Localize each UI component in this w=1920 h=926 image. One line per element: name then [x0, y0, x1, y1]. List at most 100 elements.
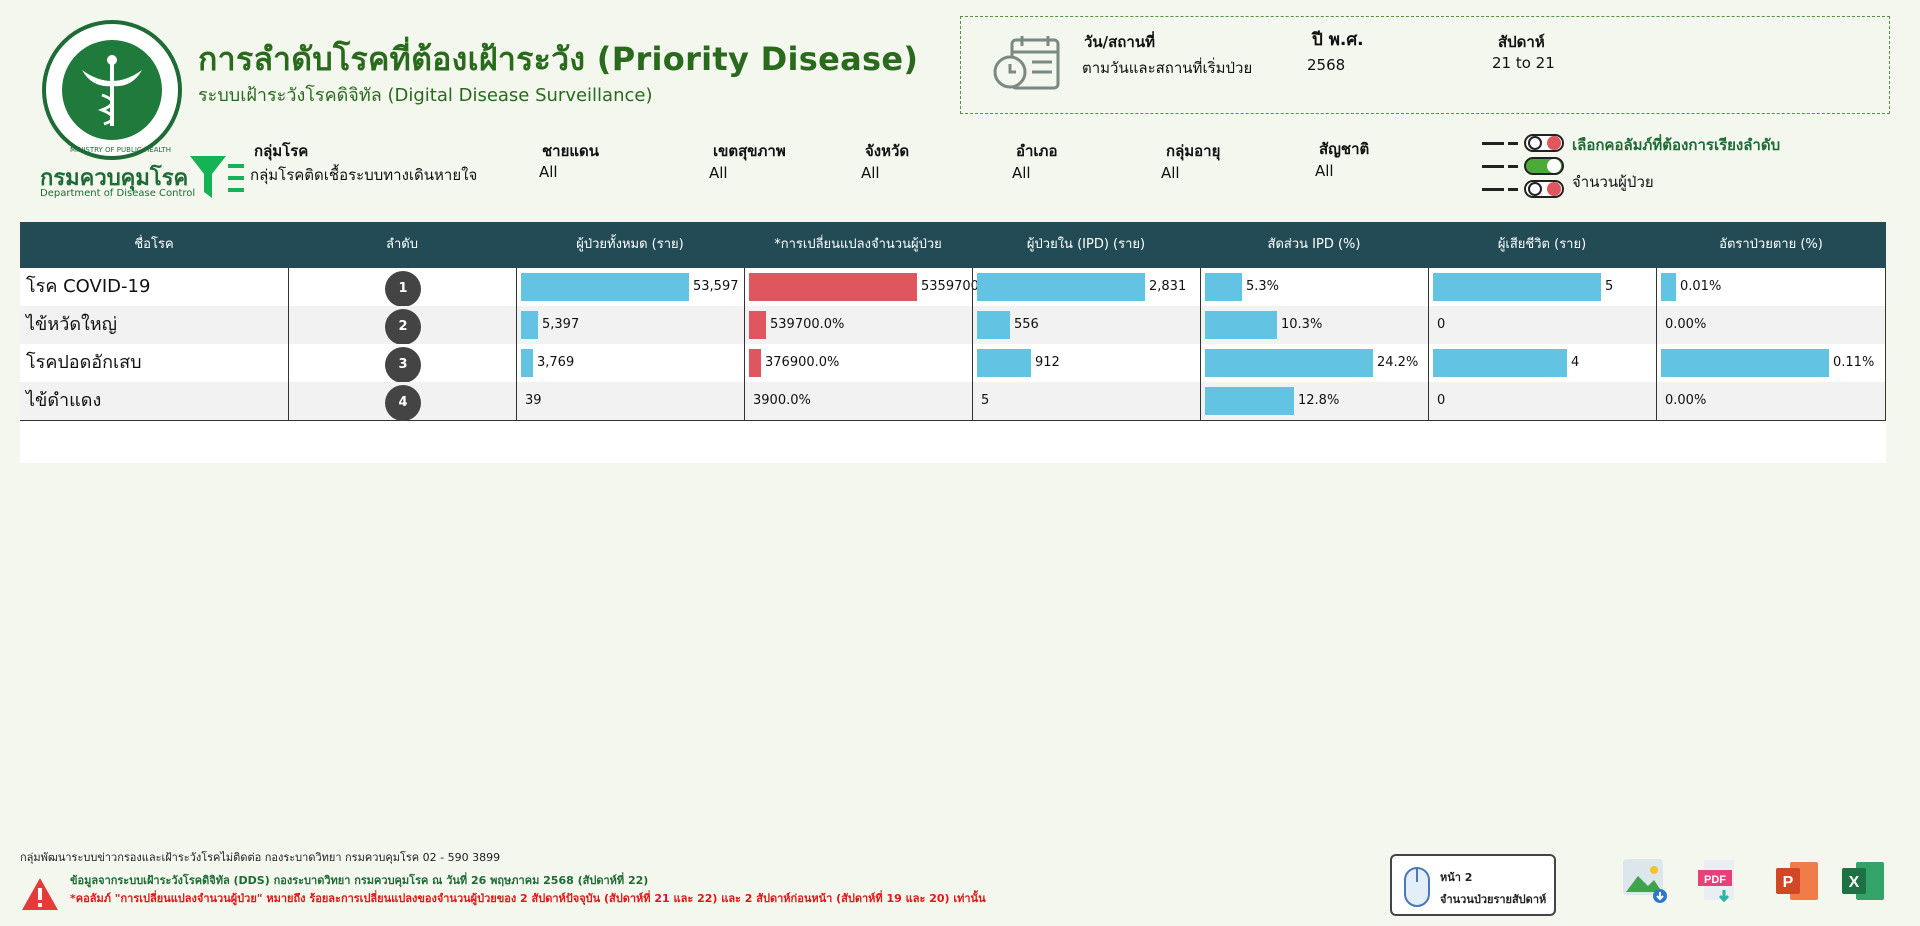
col-header-change[interactable]: *การเปลี่ยนแปลงจำนวนผู้ป่วย: [774, 237, 942, 252]
ipd-pct-value: 24.2%: [1377, 355, 1419, 370]
filter-nationality-label: สัญชาติ: [1319, 140, 1370, 158]
pdf-download-icon[interactable]: PDF: [1698, 858, 1744, 904]
week-value[interactable]: 21 to 21: [1492, 54, 1555, 72]
calendar-clock-icon: [992, 34, 1068, 94]
col-header-deaths[interactable]: ผู้เสียชีวิต (ราย): [1497, 237, 1587, 252]
deaths-bar: [1433, 273, 1601, 301]
change-bar: [749, 273, 917, 301]
filter-icon[interactable]: [188, 154, 246, 202]
table-footer-space: [20, 421, 1886, 463]
ipd-bar: [977, 273, 1145, 301]
pdf-label: PDF: [1704, 874, 1726, 886]
disease-name: โรคปอดอักเสบ: [26, 352, 142, 373]
ipd-pct-value: 5.3%: [1246, 279, 1280, 294]
image-download-icon[interactable]: [1622, 858, 1668, 904]
mouse-icon: [1402, 864, 1432, 908]
ipd-value: 2,831: [1149, 279, 1187, 294]
table-row[interactable]: โรค COVID-19 1 53,597 5359700.0% 2,831 5…: [20, 268, 1886, 307]
filter-health-region-label: เขตสุขภาพ: [713, 142, 786, 160]
filter-district-label: อำเภอ: [1016, 142, 1058, 160]
filter-disease-group-value[interactable]: กลุ่มโรคติดเชื้อระบบทางเดินหายใจ: [250, 166, 478, 184]
filter-age-group-label: กลุ่มอายุ: [1166, 142, 1221, 160]
ipd-pct-bar: [1205, 387, 1294, 415]
excel-icon[interactable]: X: [1840, 858, 1886, 904]
deaths-value: 5: [1605, 279, 1614, 294]
filter-border-label: ชายแดน: [542, 142, 600, 160]
table-header: ชื่อโรค ลำดับ ผู้ป่วยทั้งหมด (ราย) *การเ…: [20, 222, 1886, 268]
ipd-pct-value: 10.3%: [1281, 317, 1323, 332]
change-value: 3900.0%: [753, 393, 811, 408]
sort-toggle-group[interactable]: [1482, 133, 1566, 203]
cfr-bar: [1661, 273, 1676, 301]
table-row[interactable]: ไข้ดำแดง 4 39 3900.0% 5 12.8% 0 0.00%: [20, 382, 1886, 421]
filter-age-group-value[interactable]: All: [1161, 164, 1180, 182]
deaths-bar: [1433, 349, 1567, 377]
week-label: สัปดาห์: [1498, 33, 1545, 51]
col-header-ipd-pct[interactable]: สัดส่วน IPD (%): [1267, 237, 1361, 252]
change-bar: [749, 349, 761, 377]
cfr-value: 0.01%: [1680, 279, 1722, 294]
page-title: การลำดับโรคที่ต้องเฝ้าระวัง (Priority Di…: [198, 40, 919, 78]
ipd-bar: [977, 311, 1010, 339]
deaths-value: 4: [1571, 355, 1580, 370]
year-value[interactable]: 2568: [1307, 56, 1346, 74]
disease-name: โรค COVID-19: [26, 276, 151, 297]
cfr-bar: [1661, 349, 1829, 377]
filter-nationality-value[interactable]: All: [1315, 162, 1334, 180]
deaths-value: 0: [1437, 393, 1446, 408]
change-column-note: *คอลัมภ์ "การเปลี่ยนแปลงจำนวนผู้ป่วย" หม…: [70, 892, 986, 905]
date-place-value[interactable]: ตามวันและสถานที่เริ่มป่วย: [1082, 59, 1253, 77]
col-header-rank[interactable]: ลำดับ: [386, 237, 418, 252]
date-place-label: วัน/สถานที่: [1084, 33, 1155, 51]
caduceus-icon: [62, 40, 162, 140]
cfr-value: 0.00%: [1665, 393, 1707, 408]
table-row[interactable]: โรคปอดอักเสบ 3 3,769 376900.0% 912 24.2%…: [20, 344, 1886, 383]
ipd-bar: [977, 349, 1031, 377]
filter-province-label: จังหวัด: [865, 142, 910, 160]
sort-column-value[interactable]: จำนวนผู้ป่วย: [1572, 173, 1654, 191]
sort-toggle-off-1[interactable]: [1524, 134, 1564, 152]
contact-info: กลุ่มพัฒนาระบบข่าวกรองและเฝ้าระวังโรคไม่…: [20, 851, 501, 864]
table-body: โรค COVID-19 1 53,597 5359700.0% 2,831 5…: [20, 268, 1886, 421]
sort-toggle-on[interactable]: [1524, 157, 1564, 175]
col-header-disease[interactable]: ชื่อโรค: [134, 237, 174, 252]
filter-border-value[interactable]: All: [539, 163, 558, 181]
rank-badge: 3: [385, 347, 421, 383]
total-bar: [521, 311, 538, 339]
page-2-subtitle: จำนวนป่วยรายสัปดาห์: [1440, 893, 1547, 906]
col-header-ipd[interactable]: ผู้ป่วยใน (IPD) (ราย): [1026, 237, 1146, 252]
page-2-title: หน้า 2: [1440, 871, 1473, 884]
sort-column-title: เลือกคอลัมภ์ที่ต้องการเรียงลำดับ: [1572, 136, 1781, 154]
ipd-pct-value: 12.8%: [1298, 393, 1340, 408]
ipd-pct-bar: [1205, 349, 1373, 377]
logo-ring-text: MINISTRY OF PUBLIC HEALTH: [70, 146, 171, 154]
ipd-value: 556: [1014, 317, 1039, 332]
year-label: ปี พ.ศ.: [1312, 30, 1364, 50]
excel-label: X: [1849, 874, 1860, 891]
filter-province-value[interactable]: All: [861, 164, 880, 182]
change-value: 376900.0%: [765, 355, 840, 370]
filter-health-region-value[interactable]: All: [709, 164, 728, 182]
sort-toggle-off-2[interactable]: [1524, 180, 1564, 198]
table-row[interactable]: ไข้หวัดใหญ่ 2 5,397 539700.0% 556 10.3% …: [20, 306, 1886, 345]
total-value: 53,597: [693, 279, 739, 294]
col-header-cfr[interactable]: อัตราป่วยตาย (%): [1719, 237, 1823, 252]
ipd-pct-bar: [1205, 311, 1277, 339]
ipd-pct-bar: [1205, 273, 1242, 301]
total-value: 5,397: [542, 317, 580, 332]
ipd-value: 912: [1035, 355, 1060, 370]
warning-icon: [20, 876, 60, 912]
col-header-total[interactable]: ผู้ป่วยทั้งหมด (ราย): [576, 237, 684, 252]
change-bar: [749, 311, 766, 339]
info-panel: [960, 16, 1890, 114]
org-name-en: Department of Disease Control: [40, 188, 196, 199]
disease-name: ไข้ดำแดง: [26, 390, 102, 411]
total-bar: [521, 273, 689, 301]
filter-district-value[interactable]: All: [1012, 164, 1031, 182]
org-name-th: กรมควบคุมโรค: [40, 166, 189, 191]
page-2-button[interactable]: หน้า 2 จำนวนป่วยรายสัปดาห์: [1390, 854, 1556, 916]
filter-disease-group-label: กลุ่มโรค: [254, 142, 309, 160]
powerpoint-icon[interactable]: P: [1774, 858, 1820, 904]
rank-badge: 4: [385, 385, 421, 421]
ipd-value: 5: [981, 393, 990, 408]
